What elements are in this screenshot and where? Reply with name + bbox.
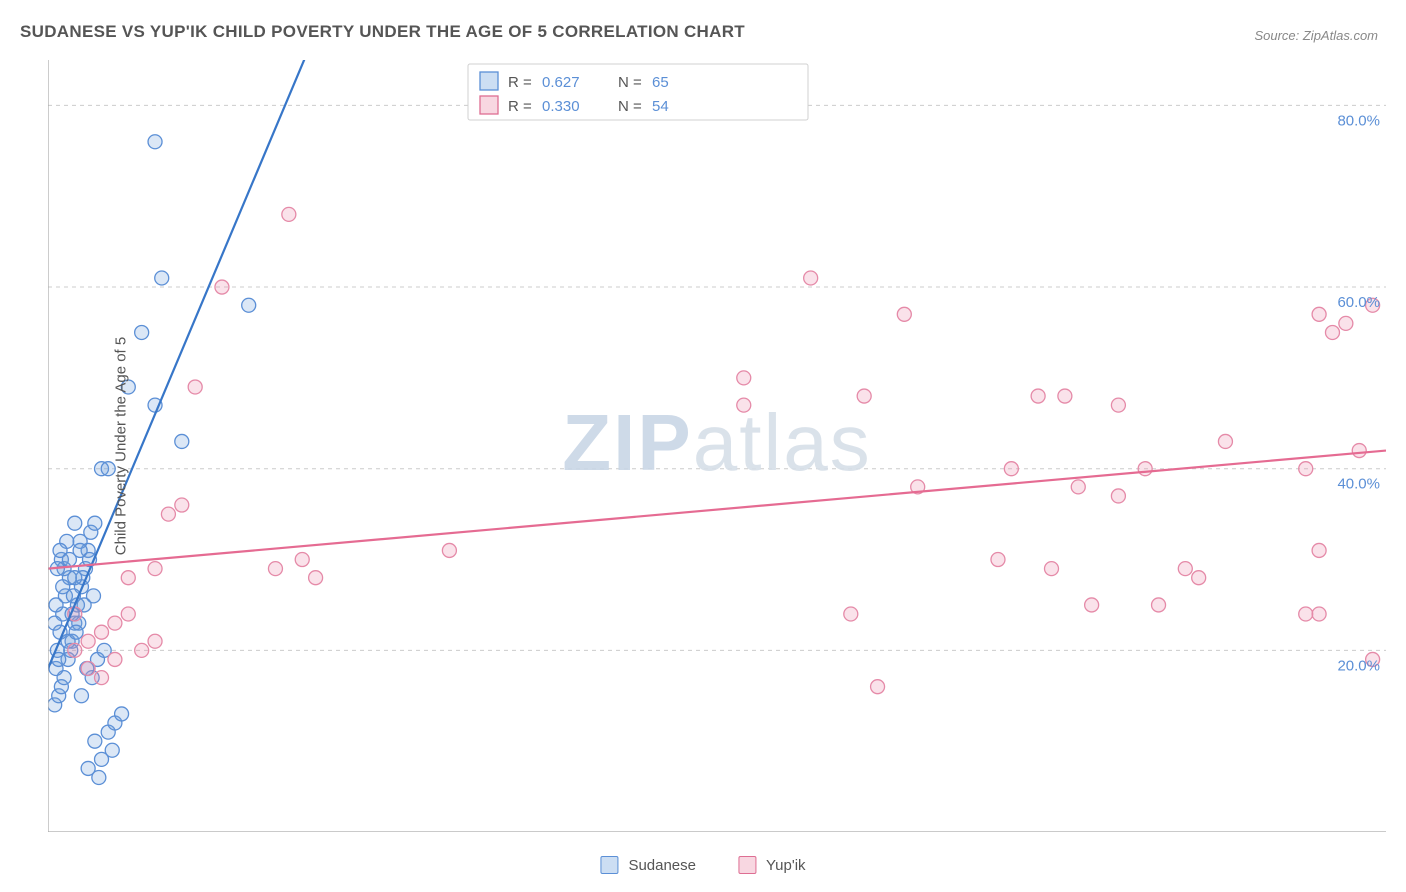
legend-label: Yup'ik: [766, 857, 806, 874]
legend-swatch-pink: [738, 856, 756, 874]
stats-legend: R = 0.627 N = 65 R = 0.330 N = 54: [468, 64, 808, 120]
source-credit: Source: ZipAtlas.com: [1254, 28, 1378, 43]
plot-area: Child Poverty Under the Age of 5 ZIPatla…: [48, 60, 1386, 832]
watermark: ZIPatlas: [562, 398, 871, 487]
chart-svg: ZIPatlas 0.0%100.0% 20.0%40.0%60.0%80.0%…: [48, 60, 1386, 832]
svg-text:54: 54: [652, 98, 669, 115]
svg-text:0.627: 0.627: [542, 74, 580, 91]
legend-swatch-blue: [600, 856, 618, 874]
svg-text:N =: N =: [618, 98, 642, 115]
svg-text:80.0%: 80.0%: [1337, 112, 1380, 129]
svg-text:R =: R =: [508, 74, 532, 91]
legend-label: Sudanese: [628, 857, 696, 874]
svg-text:0.330: 0.330: [542, 98, 580, 115]
y-axis-label: Child Poverty Under the Age of 5: [113, 337, 130, 555]
chart-title: SUDANESE VS YUP'IK CHILD POVERTY UNDER T…: [20, 22, 745, 42]
svg-text:20.0%: 20.0%: [1337, 657, 1380, 674]
svg-text:N =: N =: [618, 74, 642, 91]
series-legend: Sudanese Yup'ik: [600, 856, 805, 874]
legend-item-sudanese: Sudanese: [600, 856, 696, 874]
legend-item-yupik: Yup'ik: [738, 856, 806, 874]
svg-text:R =: R =: [508, 98, 532, 115]
svg-text:65: 65: [652, 74, 669, 91]
svg-text:40.0%: 40.0%: [1337, 476, 1380, 493]
svg-text:60.0%: 60.0%: [1337, 294, 1380, 311]
